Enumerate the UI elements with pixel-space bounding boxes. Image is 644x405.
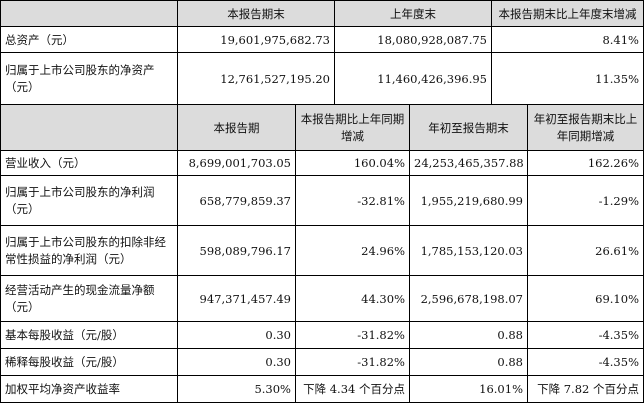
- value-cell: 947,371,457.49: [177, 275, 296, 322]
- income-table: 本报告期 本报告期比上年同期增减 年初至报告期末 年初至报告期末比上年同期增减 …: [0, 104, 644, 403]
- header-cell: 年初至报告期末: [409, 104, 528, 151]
- value-cell: 19,601,975,682.73: [177, 26, 335, 53]
- value-cell: 598,089,796.17: [177, 225, 296, 276]
- value-cell: 下降 4.34 个百分点: [295, 375, 410, 403]
- table-row: 营业收入（元） 8,699,001,703.05 160.04% 24,253,…: [0, 150, 644, 176]
- table-row: 归属于上市公司股东的净资产（元） 12,761,527,195.20 11,46…: [0, 52, 644, 105]
- header-cell: 上年度末: [334, 0, 492, 27]
- table-row: 稀释每股收益（元/股） 0.30 -31.82% 0.88 -4.35%: [0, 348, 644, 376]
- header-cell: 本报告期末: [177, 0, 335, 27]
- row-label: 归属于上市公司股东的扣除非经常性损益的净利润（元）: [0, 225, 178, 276]
- value-cell: -4.35%: [527, 348, 644, 376]
- header-cell: 年初至报告期末比上年同期增减: [527, 104, 644, 151]
- header-cell: 本报告期比上年同期增减: [295, 104, 410, 151]
- value-cell: 2,596,678,198.07: [409, 275, 528, 322]
- row-label: 加权平均净资产收益率: [0, 375, 178, 403]
- header-cell: [0, 0, 178, 27]
- value-cell: 12,761,527,195.20: [177, 52, 335, 105]
- value-cell: 18,080,928,087.75: [334, 26, 492, 53]
- value-cell: 24.96%: [295, 225, 410, 276]
- value-cell: -4.35%: [527, 321, 644, 349]
- table-header-row: 本报告期末 上年度末 本报告期末比上年度末增减: [0, 0, 644, 27]
- value-cell: 26.61%: [527, 225, 644, 276]
- value-cell: 0.88: [409, 348, 528, 376]
- table-row: 归属于上市公司股东的扣除非经常性损益的净利润（元） 598,089,796.17…: [0, 225, 644, 276]
- balance-table: 本报告期末 上年度末 本报告期末比上年度末增减 总资产（元） 19,601,97…: [0, 0, 644, 105]
- value-cell: 24,253,465,357.88: [409, 150, 528, 176]
- value-cell: -31.82%: [295, 321, 410, 349]
- row-label: 稀释每股收益（元/股）: [0, 348, 178, 376]
- value-cell: 16.01%: [409, 375, 528, 403]
- value-cell: 1,785,153,120.03: [409, 225, 528, 276]
- value-cell: 162.26%: [527, 150, 644, 176]
- header-cell: [0, 104, 178, 151]
- value-cell: 8,699,001,703.05: [177, 150, 296, 176]
- row-label: 经营活动产生的现金流量净额（元）: [0, 275, 178, 322]
- value-cell: 11,460,426,396.95: [334, 52, 492, 105]
- table-row: 经营活动产生的现金流量净额（元） 947,371,457.49 44.30% 2…: [0, 275, 644, 322]
- value-cell: 658,779,859.37: [177, 175, 296, 226]
- row-label: 营业收入（元）: [0, 150, 178, 176]
- value-cell: 160.04%: [295, 150, 410, 176]
- header-cell: 本报告期末比上年度末增减: [491, 0, 644, 27]
- value-cell: 0.30: [177, 348, 296, 376]
- table-row: 归属于上市公司股东的净利润（元） 658,779,859.37 -32.81% …: [0, 175, 644, 226]
- row-label: 基本每股收益（元/股）: [0, 321, 178, 349]
- value-cell: 0.88: [409, 321, 528, 349]
- value-cell: -31.82%: [295, 348, 410, 376]
- header-cell: 本报告期: [177, 104, 296, 151]
- row-label: 总资产（元）: [0, 26, 178, 53]
- value-cell: 69.10%: [527, 275, 644, 322]
- table-row: 加权平均净资产收益率 5.30% 下降 4.34 个百分点 16.01% 下降 …: [0, 375, 644, 403]
- table-row: 基本每股收益（元/股） 0.30 -31.82% 0.88 -4.35%: [0, 321, 644, 349]
- value-cell: 5.30%: [177, 375, 296, 403]
- value-cell: 44.30%: [295, 275, 410, 322]
- value-cell: -1.29%: [527, 175, 644, 226]
- row-label: 归属于上市公司股东的净资产（元）: [0, 52, 178, 105]
- value-cell: 8.41%: [491, 26, 644, 53]
- table-row: 总资产（元） 19,601,975,682.73 18,080,928,087.…: [0, 26, 644, 53]
- value-cell: 0.30: [177, 321, 296, 349]
- value-cell: -32.81%: [295, 175, 410, 226]
- value-cell: 11.35%: [491, 52, 644, 105]
- value-cell: 下降 7.82 个百分点: [527, 375, 644, 403]
- table-header-row: 本报告期 本报告期比上年同期增减 年初至报告期末 年初至报告期末比上年同期增减: [0, 104, 644, 151]
- row-label: 归属于上市公司股东的净利润（元）: [0, 175, 178, 226]
- value-cell: 1,955,219,680.99: [409, 175, 528, 226]
